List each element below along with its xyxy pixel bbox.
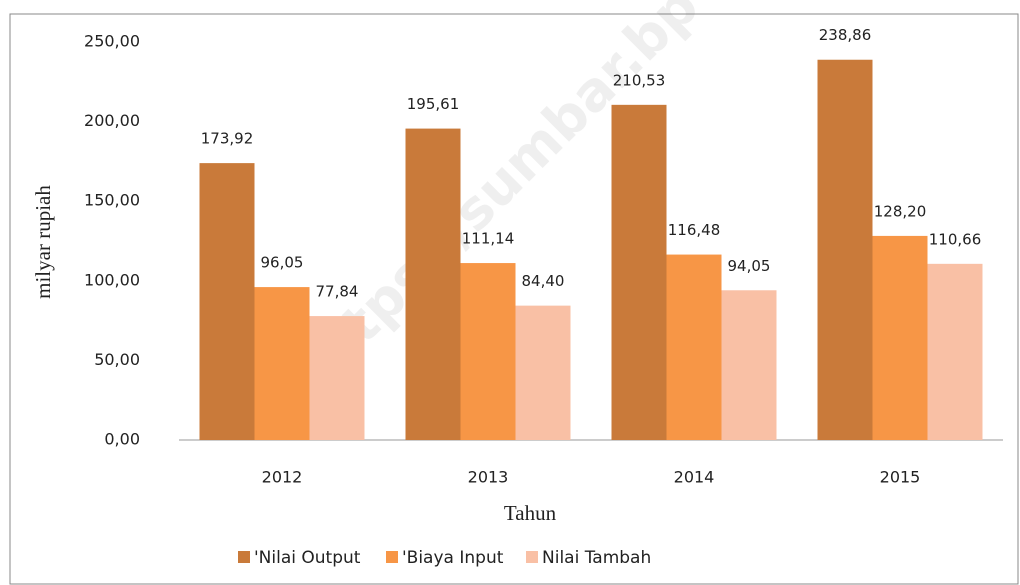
bar (515, 305, 571, 440)
legend-swatch (526, 551, 538, 563)
data-label: 96,05 (261, 254, 304, 272)
data-label: 210,53 (613, 71, 666, 89)
y-tick-label: 0,00 (104, 430, 140, 449)
x-tick-label: 2013 (468, 468, 509, 487)
y-tick-label: 50,00 (94, 350, 140, 369)
data-label: 116,48 (668, 221, 721, 239)
bar (666, 254, 722, 440)
data-label: 111,14 (462, 230, 515, 248)
bar (254, 287, 310, 440)
data-label: 94,05 (728, 257, 771, 275)
bar (721, 290, 777, 440)
bar (460, 263, 516, 440)
data-label: 173,92 (201, 130, 254, 148)
bar (817, 59, 873, 441)
x-tick-label: 2014 (674, 468, 715, 487)
data-label: 195,61 (407, 95, 460, 113)
bar (611, 104, 667, 440)
bar (405, 128, 461, 441)
bar (927, 263, 983, 440)
bar (309, 316, 365, 440)
y-axis-label: milyar rupiah (31, 185, 55, 299)
y-tick-label: 250,00 (84, 32, 140, 51)
bar (199, 163, 255, 440)
legend-label: Nilai Tambah (542, 548, 651, 568)
bar (872, 235, 928, 440)
y-tick-label: 100,00 (84, 270, 140, 289)
legend-swatch (238, 551, 250, 563)
data-label: 128,20 (874, 202, 927, 220)
legend-swatch (386, 551, 398, 563)
data-label: 238,86 (819, 26, 872, 44)
y-tick-label: 200,00 (84, 111, 140, 130)
data-label: 110,66 (929, 230, 982, 248)
chart-border (9, 13, 1019, 585)
x-tick-label: 2012 (262, 468, 303, 487)
data-label: 77,84 (316, 283, 359, 301)
data-label: 84,40 (522, 272, 565, 290)
x-tick-label: 2015 (880, 468, 921, 487)
x-axis-label: Tahun (504, 501, 557, 525)
y-tick-label: 150,00 (84, 191, 140, 210)
legend-label: 'Biaya Input (402, 548, 504, 568)
legend-label: 'Nilai Output (254, 548, 361, 568)
